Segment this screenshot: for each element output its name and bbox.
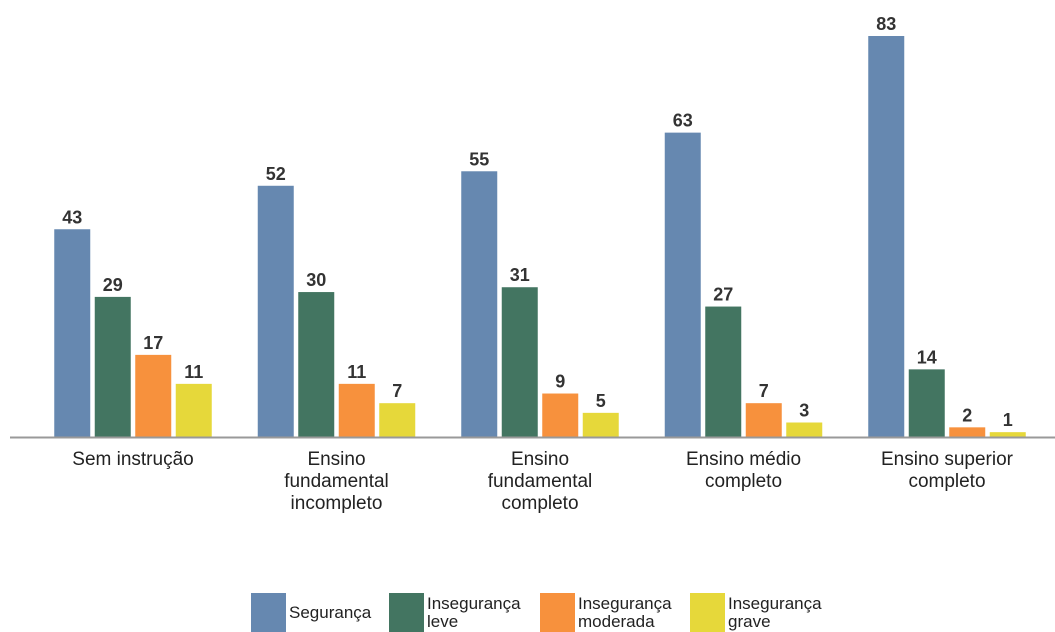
bar [379, 403, 416, 437]
legend-swatch [389, 593, 424, 632]
data-label: 11 [184, 362, 203, 382]
bar [664, 132, 701, 437]
bar [542, 393, 579, 437]
bar [54, 229, 91, 437]
bar [745, 403, 782, 437]
bar [298, 292, 335, 437]
data-label: 83 [876, 14, 896, 34]
data-label: 55 [469, 149, 489, 169]
bar [501, 287, 538, 437]
data-label: 5 [596, 391, 606, 411]
bar [949, 427, 986, 437]
bar [175, 383, 212, 437]
bar [135, 354, 172, 437]
bar [786, 422, 823, 437]
bar [989, 432, 1026, 437]
bar [257, 185, 294, 437]
legend-swatch [690, 593, 725, 632]
bar [582, 412, 619, 437]
legend-label: Insegurança grave [728, 594, 822, 631]
data-label: 11 [347, 362, 366, 382]
data-label: 3 [799, 401, 809, 421]
data-label: 7 [759, 381, 769, 401]
data-label: 43 [62, 207, 82, 227]
data-label: 14 [917, 347, 937, 367]
bar [868, 36, 905, 437]
data-label: 1 [1003, 410, 1013, 430]
legend-label: Insegurança moderada [578, 594, 672, 631]
x-tick-label: Ensino médio completo [685, 449, 802, 492]
bar [705, 306, 742, 437]
data-label: 27 [713, 285, 733, 305]
bar [94, 296, 131, 437]
x-tick-label: Sem instrução [72, 449, 194, 470]
data-label: 2 [962, 405, 972, 425]
bar [461, 171, 498, 438]
data-label: 31 [510, 265, 530, 285]
legend-label: Segurança [289, 603, 372, 622]
x-tick-label: Ensino fundamental completo [487, 449, 593, 514]
legend-label: Insegurança leve [427, 594, 521, 631]
data-label: 29 [103, 275, 123, 295]
bar [338, 383, 375, 437]
bar [908, 369, 945, 437]
data-label: 30 [306, 270, 326, 290]
data-label: 7 [392, 381, 402, 401]
data-label: 52 [266, 164, 286, 184]
data-label: 63 [673, 111, 693, 131]
x-tick-label: Ensino fundamental incompleto [284, 449, 389, 514]
data-label: 9 [555, 372, 565, 392]
data-label: 17 [143, 333, 163, 353]
legend-swatch [540, 593, 575, 632]
legend-swatch [251, 593, 286, 632]
x-tick-label: Ensino superior completo [880, 449, 1014, 492]
